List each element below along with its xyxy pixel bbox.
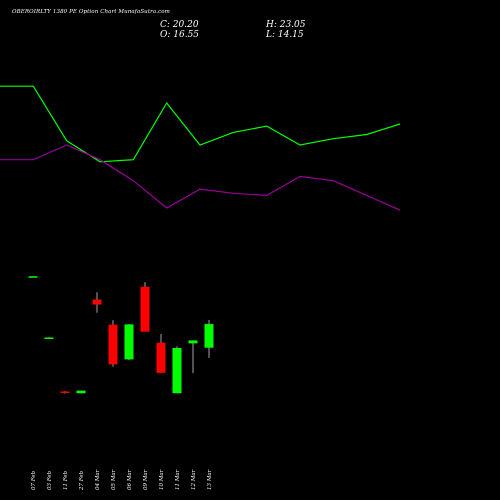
low-value: L: 14.15 [266,30,304,40]
candle-4 [92,292,102,313]
x-tick-label: 03 Feb [47,470,53,490]
candle-10 [188,340,198,374]
candle-body [108,324,118,365]
x-tick-label: 06 Mar [127,469,133,490]
candle-body [28,276,38,278]
candle-1 [44,337,54,339]
candle-body [188,340,198,344]
candle-body [44,337,54,339]
x-tick-label: 09 Mar [143,469,149,490]
indicator-line-1 [0,85,401,163]
candle-11 [204,320,214,358]
x-tick-label: 04 Mar [95,469,101,490]
close-value: C: 20.20 [160,20,199,30]
x-tick-label: 12 Mar [191,469,197,490]
candle-5 [108,320,118,367]
x-tick-label: 07 Feb [31,470,37,490]
candle-body [172,348,182,394]
candle-9 [172,346,182,394]
x-tick-label: 13 Mar [207,469,213,490]
candle-body [204,324,214,348]
candle-body [140,286,150,332]
candle-body [124,324,134,360]
candle-7 [140,282,150,332]
x-tick-label: 05 Mar [111,469,117,490]
x-tick-label: 10 Mar [159,469,165,490]
candle-body [60,391,70,393]
candle-body [156,342,166,373]
x-tick-label: 11 Mar [175,469,181,490]
open-value: O: 16.55 [160,30,200,40]
high-value: H: 23.05 [266,20,306,30]
chart-title: OBEROIRLTY 1380 PE Option Chart MunafaSu… [12,9,171,15]
candle-body [76,390,86,394]
x-tick-label: 27 Feb [79,470,85,491]
indicator-line-2 [0,144,401,211]
candle-8 [156,334,166,374]
candle-body [92,299,102,305]
candle-3 [76,390,86,394]
candle-0 [28,275,38,278]
x-tick-label: 11 Feb [63,470,69,490]
candle-2 [60,391,70,394]
candle-6 [124,324,134,360]
